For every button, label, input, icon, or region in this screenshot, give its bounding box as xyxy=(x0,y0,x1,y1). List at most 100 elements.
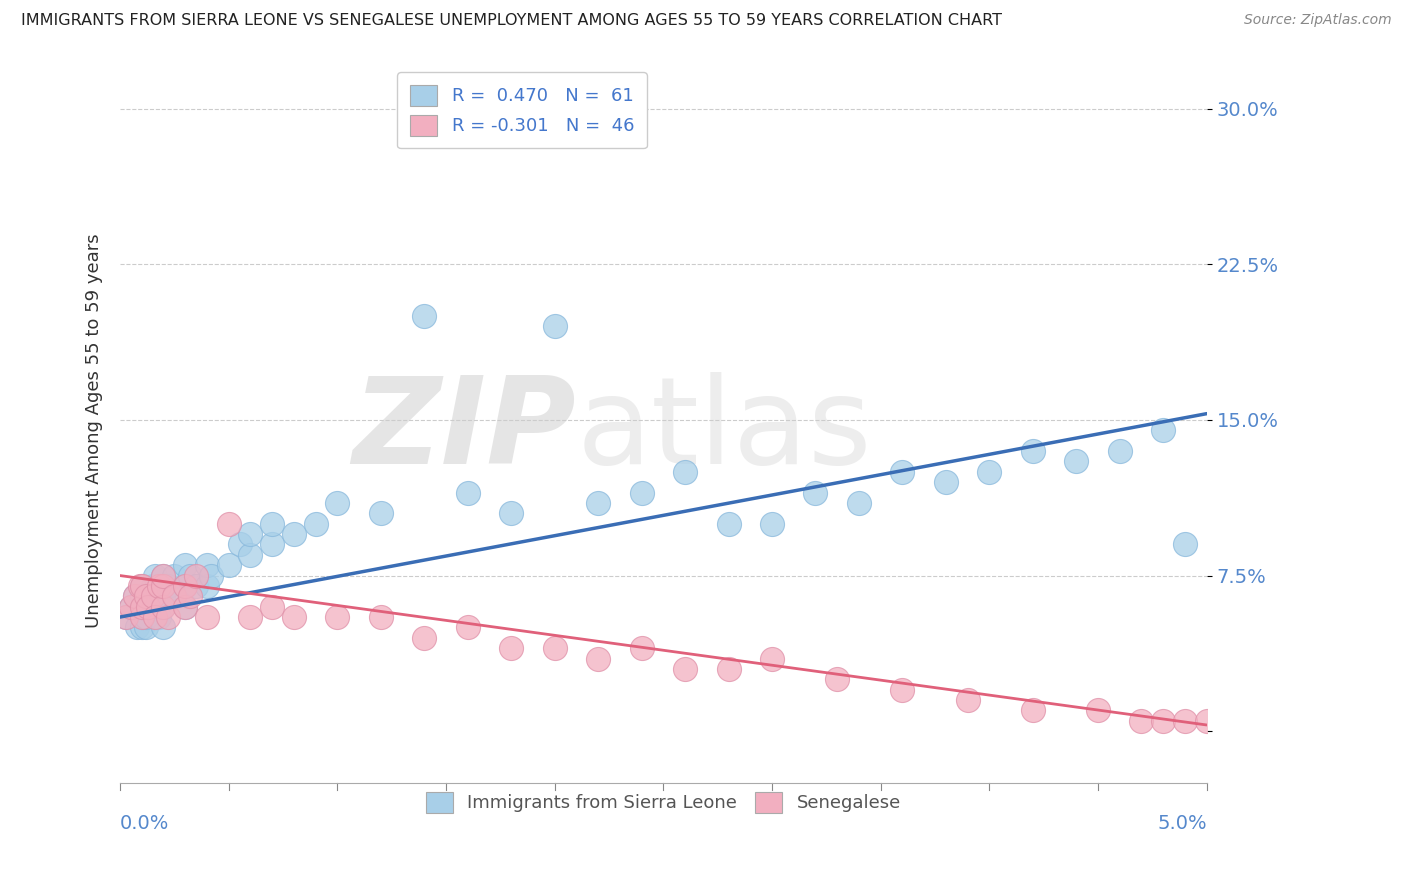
Point xyxy=(891,465,914,479)
Point xyxy=(131,599,153,614)
Point xyxy=(1022,703,1045,717)
Point xyxy=(413,631,436,645)
Point xyxy=(979,465,1001,479)
Point xyxy=(174,579,197,593)
Point xyxy=(124,590,146,604)
Point xyxy=(304,516,326,531)
Point xyxy=(262,537,284,551)
Point xyxy=(1195,714,1218,728)
Point xyxy=(152,599,174,614)
Point xyxy=(131,610,153,624)
Point xyxy=(457,620,479,634)
Point xyxy=(761,651,783,665)
Point xyxy=(131,620,153,634)
Point xyxy=(152,590,174,604)
Point xyxy=(163,590,186,604)
Point xyxy=(131,610,153,624)
Point xyxy=(283,527,305,541)
Point xyxy=(630,485,652,500)
Point xyxy=(152,568,174,582)
Point xyxy=(501,641,523,656)
Point xyxy=(218,516,240,531)
Point xyxy=(135,610,157,624)
Point xyxy=(115,610,138,624)
Point xyxy=(131,579,153,593)
Point xyxy=(761,516,783,531)
Point xyxy=(1174,714,1197,728)
Point xyxy=(156,610,179,624)
Point xyxy=(326,610,349,624)
Point xyxy=(228,537,250,551)
Point xyxy=(673,662,696,676)
Point xyxy=(174,599,197,614)
Point xyxy=(135,620,157,634)
Text: 0.0%: 0.0% xyxy=(120,814,169,833)
Text: 5.0%: 5.0% xyxy=(1157,814,1206,833)
Point xyxy=(131,579,153,593)
Point xyxy=(1174,537,1197,551)
Point xyxy=(457,485,479,500)
Point xyxy=(543,641,565,656)
Point xyxy=(1152,714,1174,728)
Point xyxy=(326,496,349,510)
Point xyxy=(148,579,170,593)
Point xyxy=(195,558,218,573)
Text: atlas: atlas xyxy=(576,372,872,489)
Text: ZIP: ZIP xyxy=(353,372,576,489)
Point xyxy=(184,579,207,593)
Point xyxy=(135,590,157,604)
Point xyxy=(143,610,166,624)
Point xyxy=(131,590,153,604)
Point xyxy=(179,568,201,582)
Y-axis label: Unemployment Among Ages 55 to 59 years: Unemployment Among Ages 55 to 59 years xyxy=(86,233,103,628)
Point xyxy=(717,662,740,676)
Point xyxy=(673,465,696,479)
Point xyxy=(1022,444,1045,458)
Point xyxy=(283,610,305,624)
Point xyxy=(586,496,609,510)
Point xyxy=(1130,714,1153,728)
Point xyxy=(152,620,174,634)
Point xyxy=(218,558,240,573)
Point xyxy=(195,610,218,624)
Point xyxy=(142,579,165,593)
Point xyxy=(370,506,392,520)
Point xyxy=(630,641,652,656)
Point xyxy=(131,599,153,614)
Point xyxy=(142,590,165,604)
Point xyxy=(262,516,284,531)
Point xyxy=(586,651,609,665)
Point xyxy=(152,568,174,582)
Legend: Immigrants from Sierra Leone, Senegalese: Immigrants from Sierra Leone, Senegalese xyxy=(415,780,911,823)
Point xyxy=(128,579,150,593)
Point xyxy=(127,620,149,634)
Point xyxy=(239,527,262,541)
Text: IMMIGRANTS FROM SIERRA LEONE VS SENEGALESE UNEMPLOYMENT AMONG AGES 55 TO 59 YEAR: IMMIGRANTS FROM SIERRA LEONE VS SENEGALE… xyxy=(21,13,1002,29)
Point xyxy=(115,610,138,624)
Point xyxy=(1087,703,1109,717)
Point xyxy=(156,579,179,593)
Point xyxy=(501,506,523,520)
Point xyxy=(136,599,159,614)
Point xyxy=(148,610,170,624)
Point xyxy=(935,475,957,490)
Point xyxy=(174,599,197,614)
Point xyxy=(152,579,174,593)
Point xyxy=(163,590,186,604)
Point xyxy=(1064,454,1087,468)
Point xyxy=(956,693,979,707)
Point xyxy=(152,599,174,614)
Point xyxy=(543,319,565,334)
Point xyxy=(124,590,146,604)
Text: Source: ZipAtlas.com: Source: ZipAtlas.com xyxy=(1244,13,1392,28)
Point xyxy=(717,516,740,531)
Point xyxy=(136,599,159,614)
Point xyxy=(163,568,186,582)
Point xyxy=(146,590,169,604)
Point xyxy=(413,309,436,323)
Point xyxy=(142,599,165,614)
Point xyxy=(239,548,262,562)
Point xyxy=(804,485,827,500)
Point xyxy=(200,568,222,582)
Point xyxy=(1108,444,1130,458)
